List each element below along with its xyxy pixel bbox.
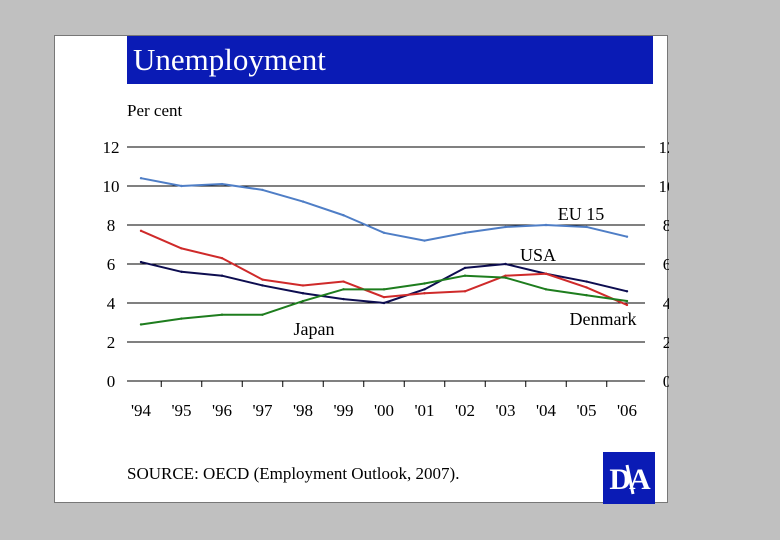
data-point-denmark: [544, 272, 548, 275]
data-point-eu-15: [382, 231, 386, 234]
x-tick-label: '01: [414, 401, 434, 420]
y-tick-label-left: 10: [103, 177, 120, 196]
data-point-denmark: [301, 284, 305, 287]
series-label-denmark: Denmark: [570, 309, 637, 329]
data-point-japan: [301, 299, 305, 303]
slide: Unemployment Per cent 0 2 4 6 8 10 12 0 2 4 6 8 10 1…: [54, 35, 670, 504]
data-point-eu-15: [585, 225, 588, 229]
data-point-usa: [585, 280, 588, 283]
data-point-eu-15: [423, 239, 426, 242]
y-tick-label-left: 2: [107, 333, 116, 352]
data-point-japan: [220, 313, 224, 316]
data-point-eu-15: [463, 231, 467, 234]
x-tick-label: '96: [212, 401, 232, 420]
series-lines: [139, 177, 629, 326]
data-point-eu-15: [625, 235, 629, 238]
data-point-denmark: [220, 256, 224, 260]
data-point-usa: [342, 297, 345, 301]
y-tick-label-right: 6: [663, 255, 669, 274]
source-note: SOURCE: OECD (Employment Outlook, 2007).: [127, 464, 460, 483]
data-point-japan: [342, 288, 345, 291]
series-labels: EU 15 USA Denmark Japan: [294, 204, 637, 339]
y-tick-label-left: 8: [107, 216, 116, 235]
y-tick-label-right: 4: [663, 294, 669, 313]
data-point-usa: [423, 288, 426, 291]
da-logo: DA: [603, 452, 655, 504]
y-tick-label-right: 0: [663, 372, 669, 391]
series-line-eu-15: [140, 177, 628, 242]
line-chart: 0 2 4 6 8 10 12 0 2 4 6 8 10 12 '94 '95 '96 '97 '98 '99 '0…: [103, 138, 670, 420]
y-tick-label-right: 8: [663, 216, 669, 235]
series-line-denmark: [140, 229, 628, 306]
data-point-denmark: [423, 292, 426, 295]
x-tick-label: '05: [576, 401, 596, 420]
data-point-eu-15: [544, 223, 548, 227]
x-tick-label: '04: [536, 401, 557, 420]
data-point-denmark: [180, 247, 183, 250]
y-tick-label-right: 12: [659, 138, 670, 157]
data-point-japan: [423, 282, 426, 285]
data-point-denmark: [382, 295, 386, 299]
x-tick-label: '00: [374, 401, 394, 420]
x-tick-label: '98: [293, 401, 313, 420]
data-point-eu-15: [504, 225, 507, 229]
y-tick-label-right: 2: [663, 333, 669, 352]
x-tick-label: '94: [131, 401, 152, 420]
data-point-usa: [220, 274, 224, 277]
data-point-usa: [504, 262, 507, 266]
series-label-japan: Japan: [294, 319, 335, 339]
data-point-usa: [139, 260, 143, 264]
data-point-japan: [544, 288, 548, 291]
data-point-eu-15: [261, 188, 264, 192]
data-point-usa: [625, 290, 629, 293]
data-point-usa: [261, 284, 264, 287]
data-point-japan: [504, 276, 507, 279]
data-point-eu-15: [180, 184, 183, 188]
y-tick-label-left: 12: [103, 138, 120, 157]
data-point-usa: [463, 266, 467, 270]
data-point-eu-15: [342, 214, 345, 217]
data-point-eu-15: [220, 182, 224, 186]
chart-title: Unemployment: [127, 36, 653, 84]
y-tick-label-left: 0: [107, 372, 116, 391]
x-axis: '94 '95 '96 '97 '98 '99 '00 '01 '02 '03 '04 '05 '06: [127, 380, 645, 420]
x-tick-label: '02: [455, 401, 475, 420]
data-point-japan: [180, 317, 183, 320]
x-tick-label: '97: [252, 401, 273, 420]
data-point-japan: [261, 313, 264, 316]
data-point-denmark: [585, 286, 588, 289]
data-point-denmark: [463, 290, 467, 293]
data-point-usa: [180, 270, 183, 273]
data-point-japan: [463, 274, 467, 277]
series-label-eu-15: EU 15: [558, 204, 605, 224]
data-point-japan: [139, 323, 143, 326]
data-point-usa: [382, 301, 386, 305]
gridlines: [127, 146, 645, 343]
data-point-eu-15: [301, 200, 305, 203]
y-tick-label-right: 10: [659, 177, 670, 196]
data-point-japan: [625, 299, 629, 303]
data-point-japan: [585, 294, 588, 297]
y-ticks-right: 0 2 4 6 8 10 12: [659, 138, 670, 391]
data-point-denmark: [504, 274, 507, 277]
data-point-eu-15: [139, 177, 143, 180]
data-point-usa: [301, 292, 305, 295]
x-tick-label: '95: [171, 401, 191, 420]
data-point-denmark: [342, 280, 345, 283]
y-tick-label-left: 4: [107, 294, 116, 313]
x-tick-label: '06: [617, 401, 637, 420]
data-point-denmark: [261, 278, 264, 281]
x-tick-label: '99: [333, 401, 353, 420]
series-label-usa: USA: [520, 245, 556, 265]
data-point-denmark: [625, 303, 629, 307]
series-line-japan: [140, 274, 628, 326]
y-tick-label-left: 6: [107, 255, 116, 274]
y-axis-label: Per cent: [127, 101, 183, 120]
y-ticks-left: 0 2 4 6 8 10 12: [103, 138, 120, 391]
data-point-denmark: [139, 229, 143, 233]
data-point-japan: [382, 288, 386, 291]
x-tick-label: '03: [495, 401, 515, 420]
logo-slash: [625, 464, 635, 495]
